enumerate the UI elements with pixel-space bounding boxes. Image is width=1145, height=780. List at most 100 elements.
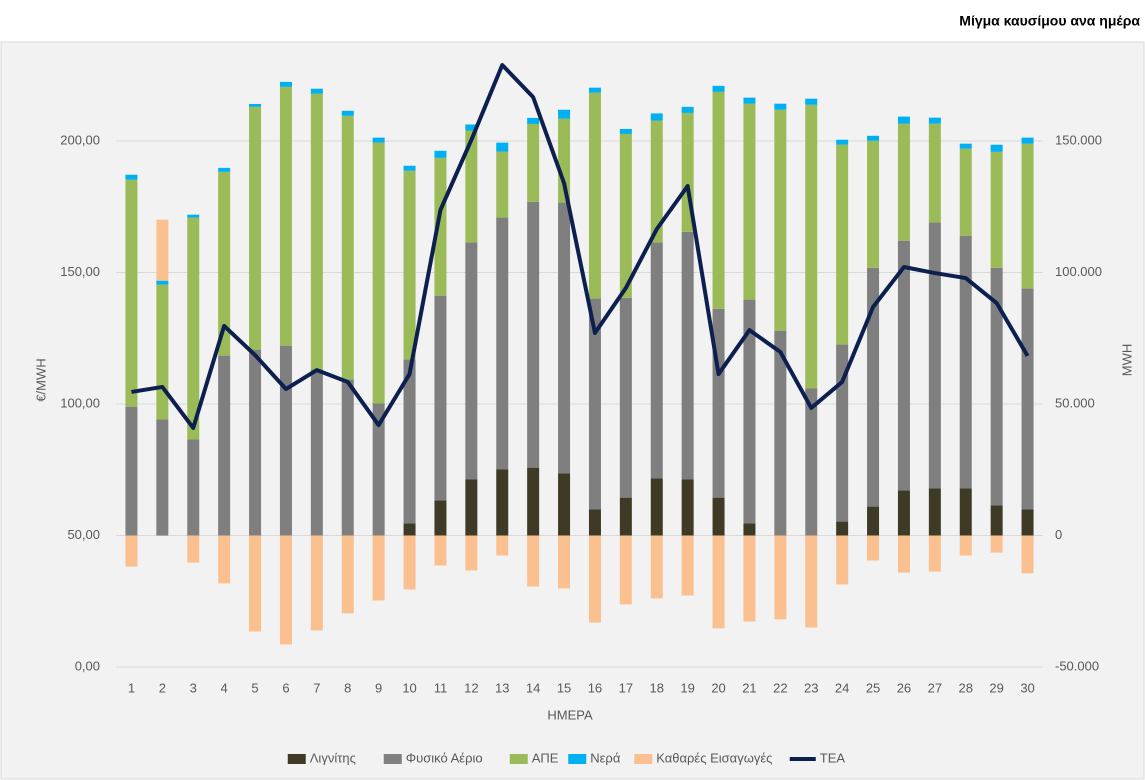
bar: [249, 535, 262, 632]
bar: [712, 535, 725, 629]
bar: [712, 85, 725, 92]
x-tick-label: 15: [557, 680, 571, 695]
bar: [310, 369, 323, 536]
bar: [897, 535, 910, 573]
bar: [341, 110, 354, 116]
bar: [558, 109, 571, 119]
x-tick-label: 21: [742, 680, 756, 695]
bar: [650, 113, 663, 121]
bar: [527, 535, 540, 587]
x-tick-label: 20: [711, 680, 725, 695]
bar: [218, 355, 231, 536]
bar: [434, 150, 447, 158]
x-axis-title: ΗΜΕΡΑ: [547, 707, 593, 722]
bar: [1021, 137, 1034, 144]
bar: [928, 117, 941, 124]
y2-tick-label: -50.000: [1055, 658, 1099, 673]
bar: [187, 535, 200, 563]
bar: [156, 284, 169, 420]
bar: [743, 523, 756, 536]
legend-label: Φυσικό Αέριο: [406, 750, 483, 765]
bar: [959, 535, 972, 556]
bar: [774, 330, 787, 536]
x-tick-label: 22: [773, 680, 787, 695]
bar: [836, 144, 849, 345]
bar: [959, 143, 972, 149]
bar: [496, 142, 509, 152]
bar: [465, 242, 478, 480]
bar: [897, 490, 910, 536]
y2-axis-title: MWH: [1119, 344, 1134, 377]
legend-label: ΑΠΕ: [532, 750, 559, 765]
x-tick-label: 24: [835, 680, 849, 695]
bar: [897, 116, 910, 124]
bar: [558, 202, 571, 474]
legend-label: Καθαρές Εισαγωγές: [656, 750, 772, 765]
bar: [867, 506, 880, 536]
x-tick-label: 27: [928, 680, 942, 695]
bar: [959, 235, 972, 489]
bar: [928, 123, 941, 223]
bar: [805, 388, 818, 536]
bar: [465, 479, 478, 536]
bar: [619, 128, 632, 134]
legend-swatch: [509, 754, 528, 764]
bar: [619, 133, 632, 298]
bar: [990, 144, 1003, 152]
bar: [465, 130, 478, 243]
x-tick-label: 3: [190, 680, 197, 695]
bar: [403, 359, 416, 524]
legend-swatch: [383, 754, 402, 764]
x-tick-label: 26: [897, 680, 911, 695]
bar: [249, 103, 262, 107]
bar: [867, 267, 880, 507]
bar: [125, 535, 138, 567]
bar: [650, 535, 663, 599]
bar: [774, 103, 787, 110]
y-axis-title: €/MWH: [33, 358, 48, 401]
bar: [897, 123, 910, 241]
bar: [403, 170, 416, 360]
y-tick-label: 100,00: [60, 395, 100, 410]
legend-label: Νερά: [590, 750, 621, 765]
bar: [434, 535, 447, 566]
bar: [588, 92, 601, 299]
bar: [125, 174, 138, 180]
bar: [218, 171, 231, 356]
x-tick-label: 2: [159, 680, 166, 695]
bar: [743, 299, 756, 524]
line: [131, 63, 1030, 430]
x-tick-label: 28: [959, 680, 973, 695]
bar: [218, 167, 231, 172]
y2-tick-label: 0: [1055, 527, 1062, 542]
bar: [403, 535, 416, 590]
bar: [959, 148, 972, 236]
x-tick-label: 30: [1020, 680, 1034, 695]
bar: [279, 535, 292, 645]
bar: [218, 535, 231, 584]
bar: [774, 535, 787, 620]
bar: [558, 118, 571, 203]
bar: [279, 86, 292, 346]
bar: [836, 344, 849, 522]
y-tick-label: 0,00: [75, 658, 100, 673]
bar: [434, 295, 447, 501]
legend-label: Λιγνίτης: [310, 750, 356, 765]
x-tick-label: 9: [375, 680, 382, 695]
x-tick-label: 19: [680, 680, 694, 695]
x-tick-label: 14: [526, 680, 540, 695]
x-tick-label: 18: [650, 680, 664, 695]
legend-swatch: [634, 754, 653, 764]
bar: [867, 140, 880, 268]
bar: [712, 91, 725, 309]
bar: [310, 535, 323, 631]
y-tick-label: 50,00: [67, 527, 100, 542]
bar: [928, 535, 941, 572]
bar: [681, 535, 694, 596]
bar: [341, 379, 354, 536]
y-tick-label: 200,00: [60, 132, 100, 147]
y2-tick-label: 100.000: [1055, 264, 1102, 279]
bar: [465, 124, 478, 131]
x-tick-label: 4: [221, 680, 228, 695]
bar: [928, 488, 941, 536]
